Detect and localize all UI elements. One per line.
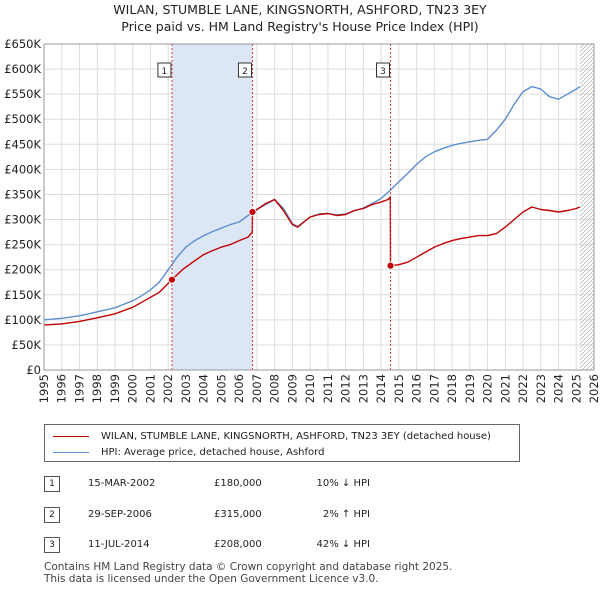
x-tick-label: 1995 <box>37 374 51 403</box>
shaded-band <box>171 44 253 370</box>
x-tick-label: 2006 <box>232 374 246 403</box>
x-tick-label: 2005 <box>214 374 228 403</box>
x-tick-label: 2003 <box>179 374 193 403</box>
y-tick-label: £50K <box>12 338 42 352</box>
transaction-row-2: 2 29-SEP-2006 £315,000 2% ↑ HPI <box>44 507 564 525</box>
x-tick-label: 1997 <box>72 374 86 403</box>
sale-marker-label: 2 <box>242 67 248 77</box>
x-tick-label: 2017 <box>427 374 441 403</box>
y-tick-label: £200K <box>4 263 41 277</box>
y-tick-label: £100K <box>4 313 41 327</box>
y-tick-label: £0 <box>26 363 41 377</box>
transaction-hpi-diff: 10% ↓ HPI <box>316 478 370 489</box>
transaction-date: 15-MAR-2002 <box>88 478 156 489</box>
x-tick-label: 2019 <box>463 374 477 403</box>
y-tick-label: £150K <box>4 288 41 302</box>
footer-copyright: Contains HM Land Registry data © Crown c… <box>44 561 453 573</box>
legend-label-hpi: HPI: Average price, detached house, Ashf… <box>101 446 325 458</box>
x-tick-label: 2015 <box>392 374 406 403</box>
transaction-hpi-diff: 42% ↓ HPI <box>316 539 370 550</box>
x-tick-label: 2008 <box>268 374 282 403</box>
x-tick-label: 2000 <box>126 374 140 403</box>
x-tick-label: 2018 <box>445 374 459 403</box>
x-tick-label: 1996 <box>55 374 69 403</box>
price-chart: 1 2 3 £0 £50K £100K £150K £200K £250K £300K £350K… <box>4 37 600 403</box>
y-tick-label: £500K <box>4 112 41 126</box>
sale-point <box>248 208 257 216</box>
sale-marker-box <box>376 62 390 78</box>
x-tick-label: 1999 <box>108 374 122 403</box>
x-tick-label: 2009 <box>285 374 299 403</box>
x-tick-label: 2025 <box>569 374 583 403</box>
x-tick-label: 2014 <box>374 374 388 403</box>
chart-subtitle: Price paid vs. HM Land Registry's House … <box>121 19 479 34</box>
legend: WILAN, STUMBLE LANE, KINGSNORTH, ASHFORD… <box>44 424 520 462</box>
x-tick-label: 2023 <box>534 374 548 403</box>
x-tick-label: 2004 <box>197 374 211 403</box>
y-tick-label: £300K <box>4 213 41 227</box>
sale-marker-label: 3 <box>380 67 386 77</box>
footer-license: This data is licensed under the Open Gov… <box>44 573 379 585</box>
x-tick-label: 2016 <box>410 374 424 403</box>
transaction-row-1: 1 15-MAR-2002 £180,000 10% ↓ HPI <box>44 476 564 494</box>
x-tick-label: 2024 <box>552 374 566 403</box>
x-tick-label: 2001 <box>143 374 157 403</box>
x-tick-label: 2022 <box>516 374 530 403</box>
transaction-price: £208,000 <box>214 539 262 550</box>
y-tick-label: £350K <box>4 187 41 201</box>
x-tick-label: 2021 <box>498 374 512 403</box>
y-tick-label: £550K <box>4 87 41 101</box>
sale-point <box>168 275 176 284</box>
x-tick-label: 2012 <box>339 374 353 403</box>
transaction-row-3: 3 11-JUL-2014 £208,000 42% ↓ HPI <box>44 537 564 555</box>
legend-label-property: WILAN, STUMBLE LANE, KINGSNORTH, ASHFORD… <box>101 430 491 442</box>
x-tick-label: 2026 <box>587 374 600 403</box>
property-series-line <box>43 196 581 326</box>
y-tick-label: £400K <box>4 162 41 176</box>
x-tick-label: 2020 <box>481 374 495 403</box>
transaction-date: 29-SEP-2006 <box>88 509 152 520</box>
sale-point <box>386 261 395 270</box>
plot-frame <box>43 43 595 371</box>
transaction-hpi-diff: 2% ↑ HPI <box>322 509 370 520</box>
transaction-date: 11-JUL-2014 <box>88 539 150 550</box>
transaction-number: 2 <box>44 507 60 523</box>
x-tick-label: 1998 <box>90 374 104 403</box>
sale-marker-box <box>237 62 252 78</box>
y-tick-label: £250K <box>4 238 41 252</box>
transaction-number: 1 <box>44 476 60 492</box>
x-tick-label: 2011 <box>321 374 335 403</box>
x-tick-label: 2013 <box>356 374 370 403</box>
legend-item-property: WILAN, STUMBLE LANE, KINGSNORTH, ASHFORD… <box>53 429 491 443</box>
transaction-price: £180,000 <box>214 478 262 489</box>
future-hatch <box>579 44 594 370</box>
chart-title: WILAN, STUMBLE LANE, KINGSNORTH, ASHFORD… <box>113 2 487 17</box>
legend-swatch-hpi <box>53 451 89 453</box>
x-tick-label: 2007 <box>250 374 264 403</box>
y-tick-label: £650K <box>4 37 41 51</box>
transaction-number: 3 <box>44 537 60 553</box>
legend-item-hpi: HPI: Average price, detached house, Ashf… <box>53 445 324 459</box>
x-tick-label: 2002 <box>161 374 175 403</box>
sale-marker-box <box>157 62 172 78</box>
sale-marker-label: 1 <box>162 67 168 77</box>
y-tick-label: £450K <box>4 137 41 151</box>
legend-swatch-property <box>53 435 89 437</box>
y-tick-label: £600K <box>4 62 41 76</box>
transaction-price: £315,000 <box>214 509 262 520</box>
plot-area <box>44 44 594 370</box>
x-tick-label: 2010 <box>303 374 317 403</box>
